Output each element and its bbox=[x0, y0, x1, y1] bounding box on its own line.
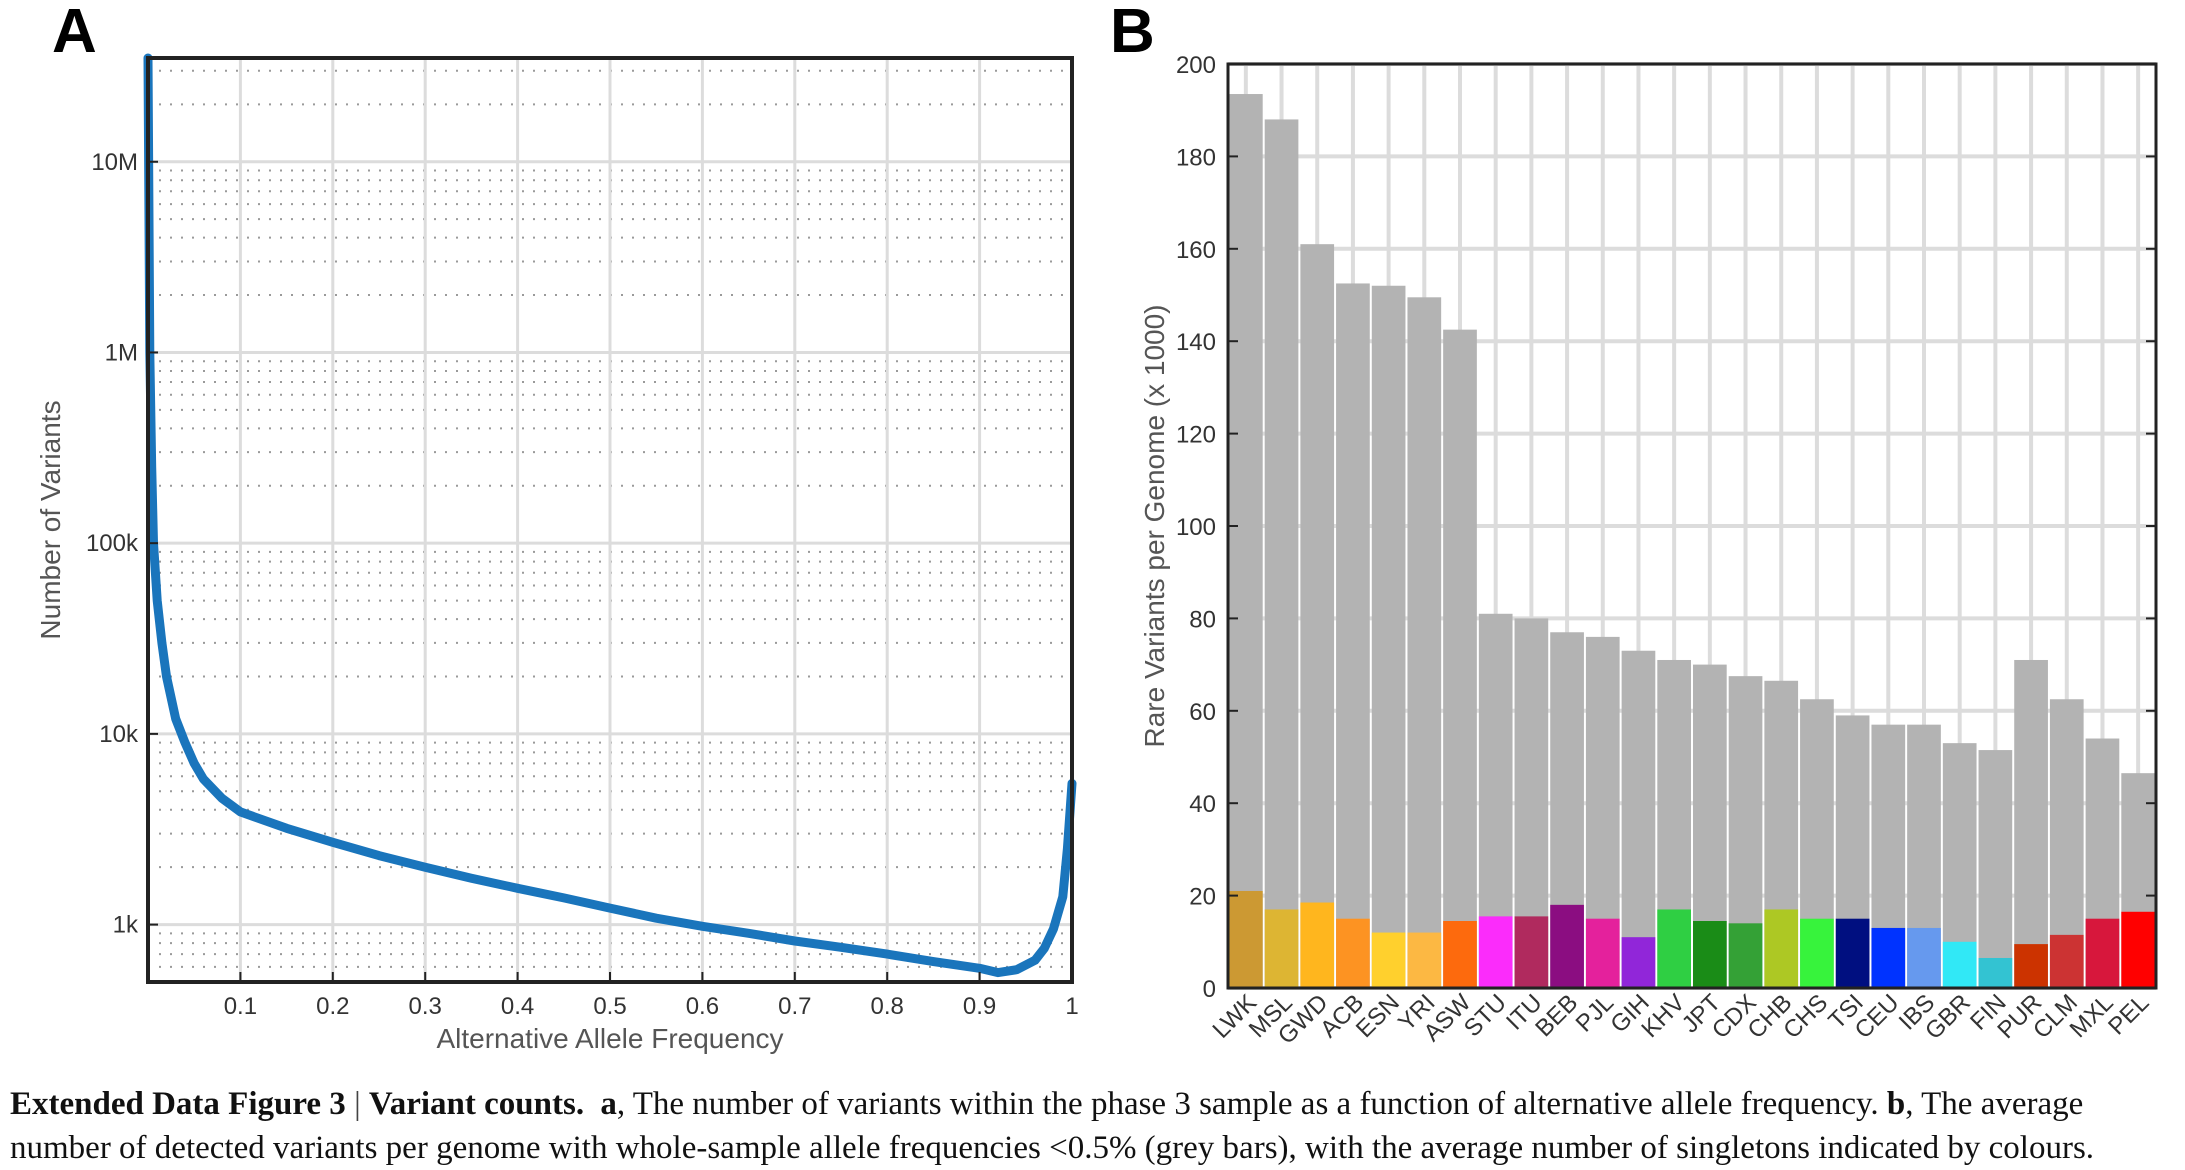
chart-a-x-axis-title: Alternative Allele Frequency bbox=[436, 1023, 783, 1054]
caption-b-text: , The average number of detected variant… bbox=[10, 1086, 2095, 1166]
chart-b-y-tick-label: 80 bbox=[1189, 606, 1216, 633]
chart-b-y-tick-label: 60 bbox=[1189, 699, 1216, 726]
chart-a-x-tick-label: 0.9 bbox=[963, 993, 996, 1020]
caption-title: Variant counts. bbox=[368, 1086, 585, 1122]
caption-a-label: a bbox=[600, 1086, 617, 1122]
chart-b-bar-singletons bbox=[1585, 918, 1620, 988]
chart-b-y-axis-title: Rare Variants per Genome (x 1000) bbox=[1139, 304, 1170, 747]
chart-a-series bbox=[143, 53, 1077, 978]
chart-b-bar-total bbox=[1336, 283, 1370, 988]
chart-b-x-ticks: LWKMSLGWDACBESNYRIASWSTUITUBEBPJLGIHKHVJ… bbox=[1207, 989, 2154, 1050]
chart-a-x-tick-label: 0.7 bbox=[778, 993, 811, 1020]
chart-b-bar-singletons bbox=[1728, 923, 1763, 988]
chart-b-bar-total bbox=[1264, 119, 1299, 988]
chart-b-bar-singletons bbox=[1371, 932, 1406, 988]
chart-b-y-tick-label: 40 bbox=[1189, 791, 1216, 818]
panel-b-letter: B bbox=[1110, 0, 1155, 66]
chart-b-y-tick-label: 0 bbox=[1203, 976, 1216, 1003]
caption-a-text: , The number of variants within the phas… bbox=[616, 1086, 1879, 1122]
chart-a-y-ticks: 1k 10k 100k 1M 10M bbox=[86, 149, 158, 939]
chart-b-bar-singletons bbox=[1907, 927, 1941, 988]
chart-b-plot: 0 20 40 60 80 100 120 140 160 180 200 LWKMSLGWDACB… bbox=[1139, 52, 2158, 1050]
chart-b-bar-singletons bbox=[1514, 916, 1549, 988]
chart-b-bar-total bbox=[1229, 94, 1263, 988]
chart-b-bar-singletons bbox=[1835, 918, 1870, 988]
chart-b-bar-singletons bbox=[1407, 932, 1442, 988]
chart-b-y-tick-label: 100 bbox=[1176, 514, 1216, 541]
chart-b-y-tick-label: 200 bbox=[1176, 52, 1216, 79]
chart-b-bar-singletons bbox=[1871, 927, 1906, 988]
chart-a-grid bbox=[148, 58, 1074, 983]
chart-a-x-tick-label: 0.5 bbox=[593, 993, 626, 1020]
chart-b-bar-singletons bbox=[1336, 918, 1370, 988]
chart-b-y-tick-label: 140 bbox=[1176, 329, 1216, 356]
chart-b-y-tick-label: 20 bbox=[1189, 884, 1216, 911]
chart-b-bar-total bbox=[1978, 750, 2013, 988]
chart-b-bar-total bbox=[1300, 244, 1335, 988]
chart-a-x-tick-label: 1 bbox=[1065, 993, 1078, 1020]
chart-b-bar-singletons bbox=[1478, 916, 1513, 988]
caption-b-label: b bbox=[1886, 1086, 1906, 1122]
chart-a-y-tick-label: 1k bbox=[113, 912, 139, 939]
chart-a-y-tick-label: 10k bbox=[99, 721, 139, 748]
chart-b-bar-singletons bbox=[1978, 957, 2013, 988]
chart-a-y-tick-label: 10M bbox=[91, 149, 138, 176]
chart-b-bar-total bbox=[1407, 297, 1442, 988]
chart-b-bar-singletons bbox=[1800, 918, 1834, 988]
chart-b-y-ticks: 0 20 40 60 80 100 120 140 160 180 200 bbox=[1176, 52, 2156, 1003]
chart-b-bar-total bbox=[1443, 329, 1477, 988]
chart-a-x-tick-label: 0.1 bbox=[224, 993, 257, 1020]
chart-b-bar-singletons bbox=[1229, 890, 1263, 988]
chart-b-bar-total bbox=[1621, 650, 1656, 988]
chart-b-bar-singletons bbox=[1942, 941, 1977, 988]
chart-a-y-tick-label: 1M bbox=[105, 339, 138, 366]
chart-a-x-tick-label: 0.8 bbox=[871, 993, 904, 1020]
chart-a-y-tick-label: 100k bbox=[86, 530, 139, 557]
caption-figure-label: Extended Data Figure 3 bbox=[10, 1086, 346, 1122]
chart-a-x-tick-label: 0.4 bbox=[501, 993, 534, 1020]
chart-b-bar-total bbox=[2014, 659, 2048, 988]
chart-a-x-tick-label: 0.6 bbox=[686, 993, 719, 1020]
chart-b-bar-singletons bbox=[2085, 918, 2120, 988]
chart-b-bar-singletons bbox=[2014, 944, 2048, 988]
chart-b-y-tick-label: 180 bbox=[1176, 144, 1216, 171]
chart-b-bar-singletons bbox=[1693, 921, 1727, 988]
chart-b-bar-singletons bbox=[1300, 902, 1335, 988]
chart-b-bar-singletons bbox=[1657, 909, 1691, 988]
chart-b-bars bbox=[1229, 94, 2155, 988]
panel-a-letter: A bbox=[52, 0, 97, 66]
chart-a-series-line bbox=[143, 53, 1077, 978]
chart-a-x-ticks: 0.1 0.2 0.3 0.4 0.5 0.6 0.7 0.8 0.9 1 bbox=[224, 972, 1079, 1020]
chart-b-bar-singletons bbox=[1443, 921, 1477, 988]
chart-b-bar-singletons bbox=[1621, 937, 1656, 988]
chart-a-x-tick-label: 0.2 bbox=[316, 993, 349, 1020]
chart-b-bar-singletons bbox=[2121, 911, 2155, 988]
chart-b-y-tick-label: 160 bbox=[1176, 237, 1216, 264]
chart-a-y-axis-title: Number of Variants bbox=[35, 400, 66, 639]
chart-b-bar-total bbox=[1371, 285, 1406, 988]
chart-b-bar-singletons bbox=[2049, 934, 2084, 988]
chart-b-bar-singletons bbox=[1264, 909, 1299, 988]
caption-separator: | bbox=[354, 1086, 361, 1122]
chart-b-x-tick-label: PEL bbox=[2103, 989, 2154, 1040]
chart-b-y-tick-label: 120 bbox=[1176, 422, 1216, 449]
chart-a-plot: 0.1 0.2 0.3 0.4 0.5 0.6 0.7 0.8 0.9 1 1k 10k 100k 1M… bbox=[35, 53, 1079, 1054]
figure-caption: Extended Data Figure 3 | Variant counts.… bbox=[10, 1082, 2180, 1170]
chart-b-bar-singletons bbox=[1550, 904, 1584, 988]
chart-a-x-tick-label: 0.3 bbox=[409, 993, 442, 1020]
chart-b-bar-singletons bbox=[1764, 909, 1799, 988]
